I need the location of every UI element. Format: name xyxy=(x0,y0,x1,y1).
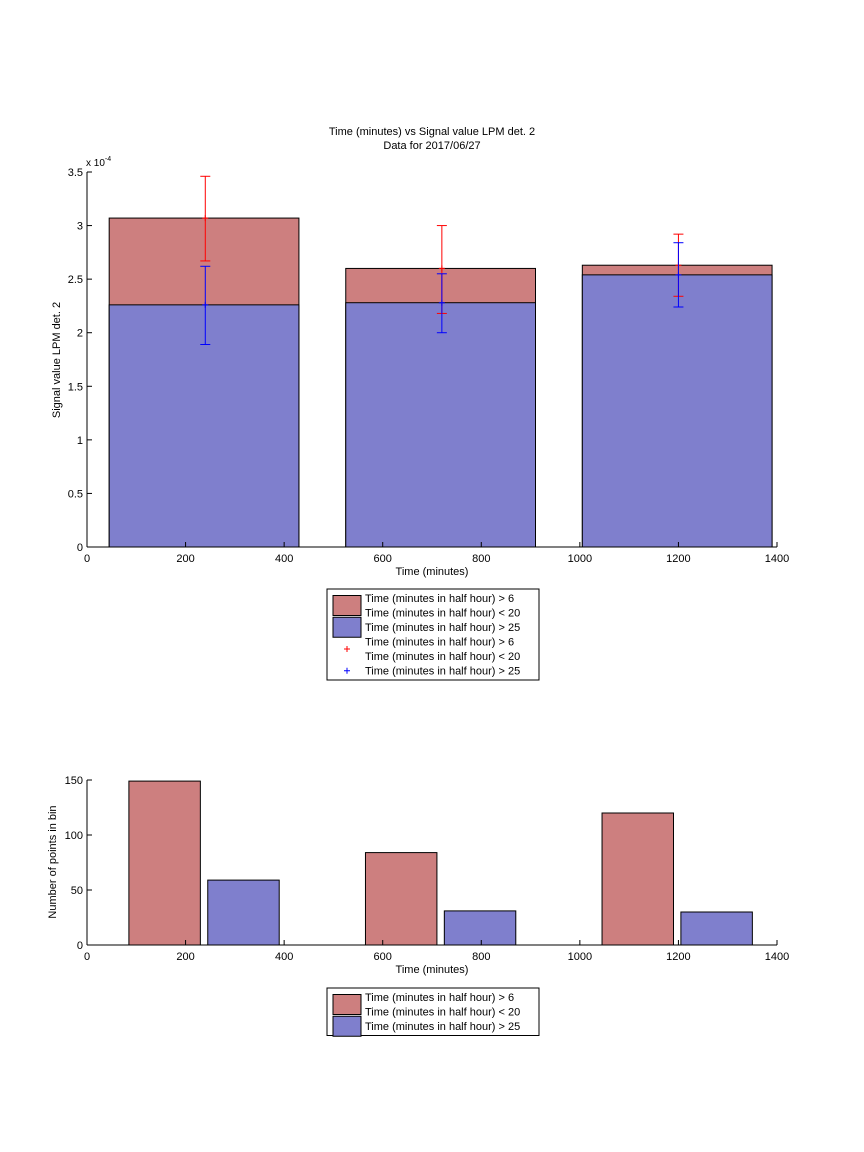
errorbar-marker xyxy=(675,271,682,278)
x-tick-label: 0 xyxy=(84,553,90,565)
legend-label: Time (minutes in half hour) < 20 xyxy=(365,608,520,620)
y-tick-label: 0 xyxy=(77,542,83,554)
y-axis-label: Signal value LPM det. 2 xyxy=(51,302,63,418)
bars-group xyxy=(128,780,753,946)
y-exponent-power: -4 xyxy=(105,156,111,163)
errorbar-marker xyxy=(202,301,209,308)
axes-group: 0 200 400 600 800 1000 1200 1400 0 50 100 150 xyxy=(65,775,790,963)
y-tick-label: 0.5 xyxy=(68,488,83,500)
legend-label: Time (minutes in half hour) > 25 xyxy=(365,1021,520,1033)
bar-blue xyxy=(108,304,300,548)
legend-label: Time (minutes in half hour) < 20 xyxy=(365,651,520,663)
legend: Time (minutes in half hour) > 6 Time (min… xyxy=(326,588,540,681)
legend: Time (minutes in half hour) > 6 Time (min… xyxy=(326,987,540,1037)
x-tick-label: 800 xyxy=(472,951,490,963)
x-tick-label: 400 xyxy=(275,553,293,565)
legend-box xyxy=(326,588,540,681)
errorbars-group xyxy=(200,175,684,345)
legend-label: Time (minutes in half hour) < 20 xyxy=(365,1007,520,1019)
x-tick-label: 600 xyxy=(374,951,392,963)
x-tick-label: 1400 xyxy=(765,951,789,963)
axes-group: 0 200 400 600 800 1000 1200 1400 0 0.5 1 1.5 2 2.5 3 3.… xyxy=(68,167,790,565)
count-chart: 0 200 400 600 800 1000 1200 1400 0 50 100 150 Time … xyxy=(47,775,790,1037)
chart-subtitle: Data for 2017/06/27 xyxy=(383,140,480,152)
x-axis-label: Time (minutes) xyxy=(396,566,469,578)
signal-chart: Time (minutes) vs Signal value LPM det. … xyxy=(51,126,790,681)
legend-label: Time (minutes in half hour) > 6 xyxy=(365,593,514,605)
legend-marker xyxy=(344,646,350,652)
x-axis-label: Time (minutes) xyxy=(396,964,469,976)
x-tick-label: 200 xyxy=(176,553,194,565)
errorbar-marker xyxy=(438,299,445,306)
y-exponent-base: x 10 xyxy=(86,158,105,169)
x-tick-label: 1400 xyxy=(765,553,789,565)
legend-marker xyxy=(344,667,350,674)
x-tick-label: 400 xyxy=(275,951,293,963)
legend-label: Time (minutes in half hour) > 6 xyxy=(365,992,514,1004)
y-tick-label: 50 xyxy=(71,885,83,897)
legend-swatch xyxy=(332,595,362,616)
y-tick-label: 3 xyxy=(77,221,83,233)
bars-group xyxy=(108,217,773,548)
y-axis-label: Number of points in bin xyxy=(47,805,59,918)
x-tick-label: 1200 xyxy=(666,553,690,565)
y-tick-label: 3.5 xyxy=(68,167,83,179)
bar-blue xyxy=(345,302,536,548)
y-tick-label: 2.5 xyxy=(68,274,83,286)
legend-label: Time (minutes in half hour) > 6 xyxy=(365,637,514,649)
y-tick-label: 0 xyxy=(77,940,83,952)
legend-label: Time (minutes in half hour) > 25 xyxy=(365,666,520,678)
bar-red xyxy=(364,852,438,946)
legend-swatch xyxy=(332,616,362,638)
errorbar-marker xyxy=(202,215,209,222)
x-tick-label: 800 xyxy=(472,553,490,565)
bar-blue xyxy=(443,910,517,946)
legend-box xyxy=(326,987,540,1036)
errorbar-marker xyxy=(438,265,445,272)
legend-label: Time (minutes in half hour) > 25 xyxy=(365,622,520,634)
bar-red xyxy=(601,812,674,946)
x-tick-label: 1000 xyxy=(568,553,592,565)
x-tick-label: 0 xyxy=(84,951,90,963)
y-tick-label: 1.5 xyxy=(68,381,83,393)
bar-red xyxy=(128,780,201,946)
chart-title: Time (minutes) vs Signal value LPM det. … xyxy=(329,126,535,138)
legend-swatch xyxy=(332,1015,362,1037)
y-tick-label: 150 xyxy=(65,775,83,787)
bar-blue xyxy=(680,911,753,946)
bar-blue xyxy=(581,274,773,548)
x-tick-label: 1200 xyxy=(666,951,690,963)
legend-swatch xyxy=(332,994,362,1015)
y-tick-label: 2 xyxy=(77,328,83,340)
x-tick-label: 200 xyxy=(176,951,194,963)
y-exponent-label: x 10-4 xyxy=(86,156,111,169)
x-tick-label: 1000 xyxy=(568,951,592,963)
y-tick-label: 1 xyxy=(77,435,83,447)
y-tick-label: 100 xyxy=(65,830,83,842)
x-tick-label: 600 xyxy=(374,553,392,565)
bar-blue xyxy=(207,879,280,946)
